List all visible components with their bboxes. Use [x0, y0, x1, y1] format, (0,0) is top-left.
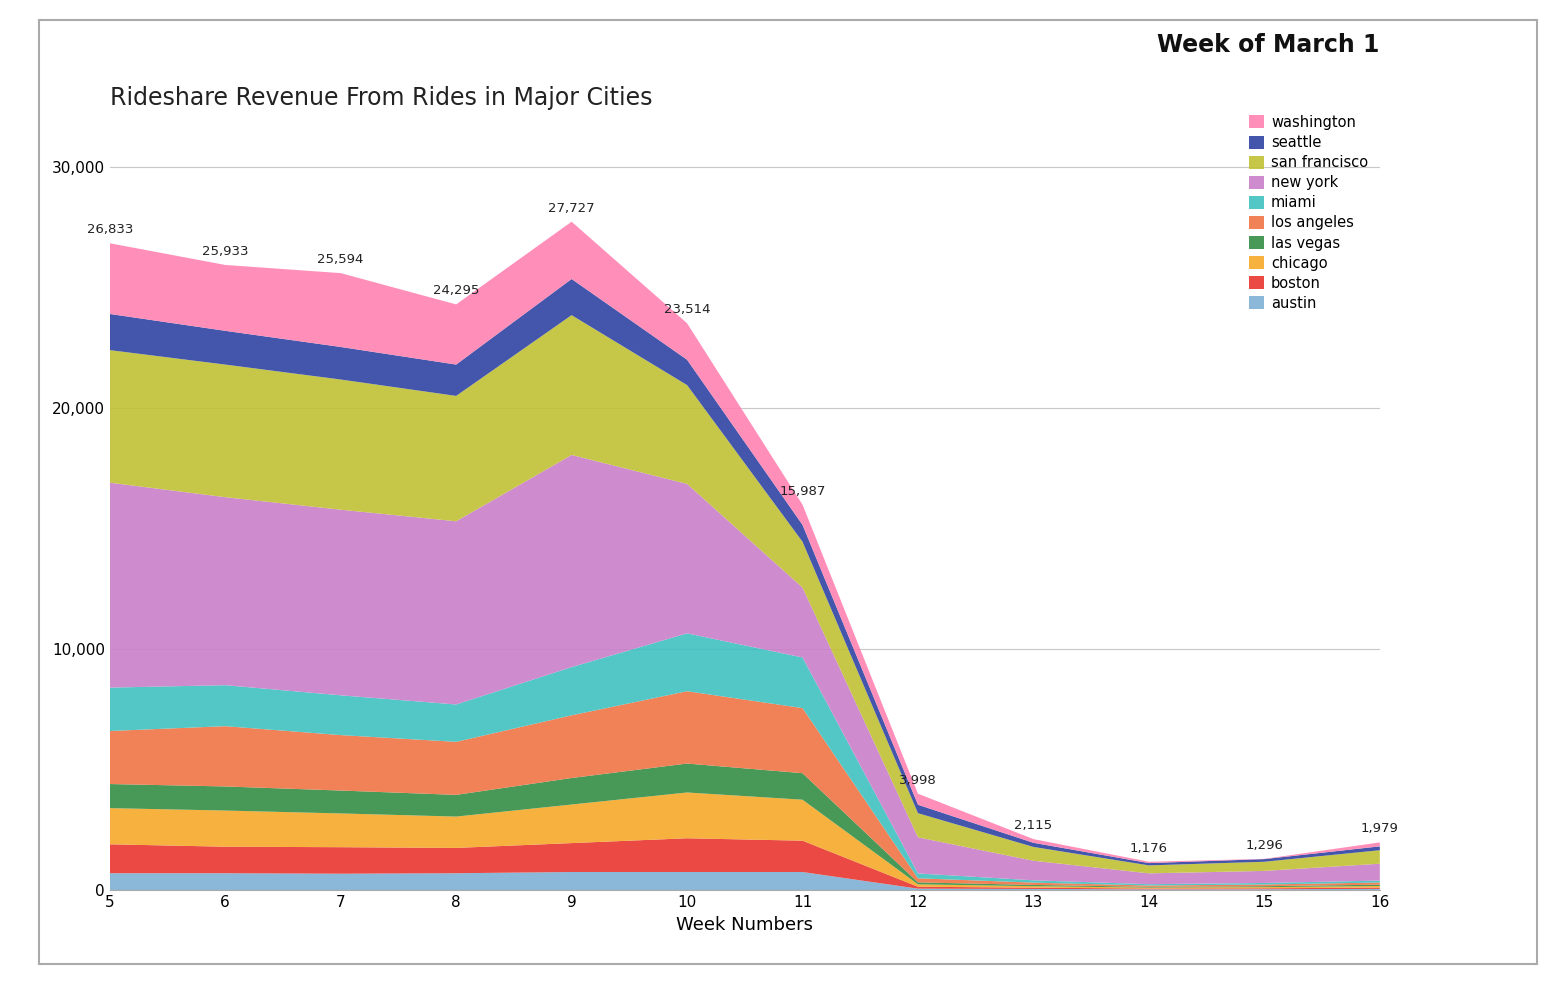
- Text: 27,727: 27,727: [549, 202, 594, 215]
- Text: Week of March 1: Week of March 1: [1157, 33, 1380, 57]
- Text: 26,833: 26,833: [86, 224, 133, 236]
- Text: 24,295: 24,295: [433, 285, 480, 298]
- Legend: washington, seattle, san francisco, new york, miami, los angeles, las vegas, chi: washington, seattle, san francisco, new …: [1245, 111, 1372, 315]
- Text: 3,998: 3,998: [898, 773, 936, 787]
- Text: 1,979: 1,979: [1361, 823, 1399, 836]
- Text: 15,987: 15,987: [779, 485, 826, 497]
- Text: 25,933: 25,933: [202, 245, 248, 258]
- Text: Rideshare Revenue From Rides in Major Cities: Rideshare Revenue From Rides in Major Ci…: [110, 86, 652, 110]
- Text: 25,594: 25,594: [317, 253, 364, 266]
- Text: 23,514: 23,514: [663, 304, 710, 316]
- X-axis label: Week Numbers: Week Numbers: [676, 916, 814, 934]
- Text: 2,115: 2,115: [1014, 819, 1052, 832]
- Text: 1,296: 1,296: [1245, 839, 1283, 852]
- Text: 1,176: 1,176: [1131, 842, 1168, 854]
